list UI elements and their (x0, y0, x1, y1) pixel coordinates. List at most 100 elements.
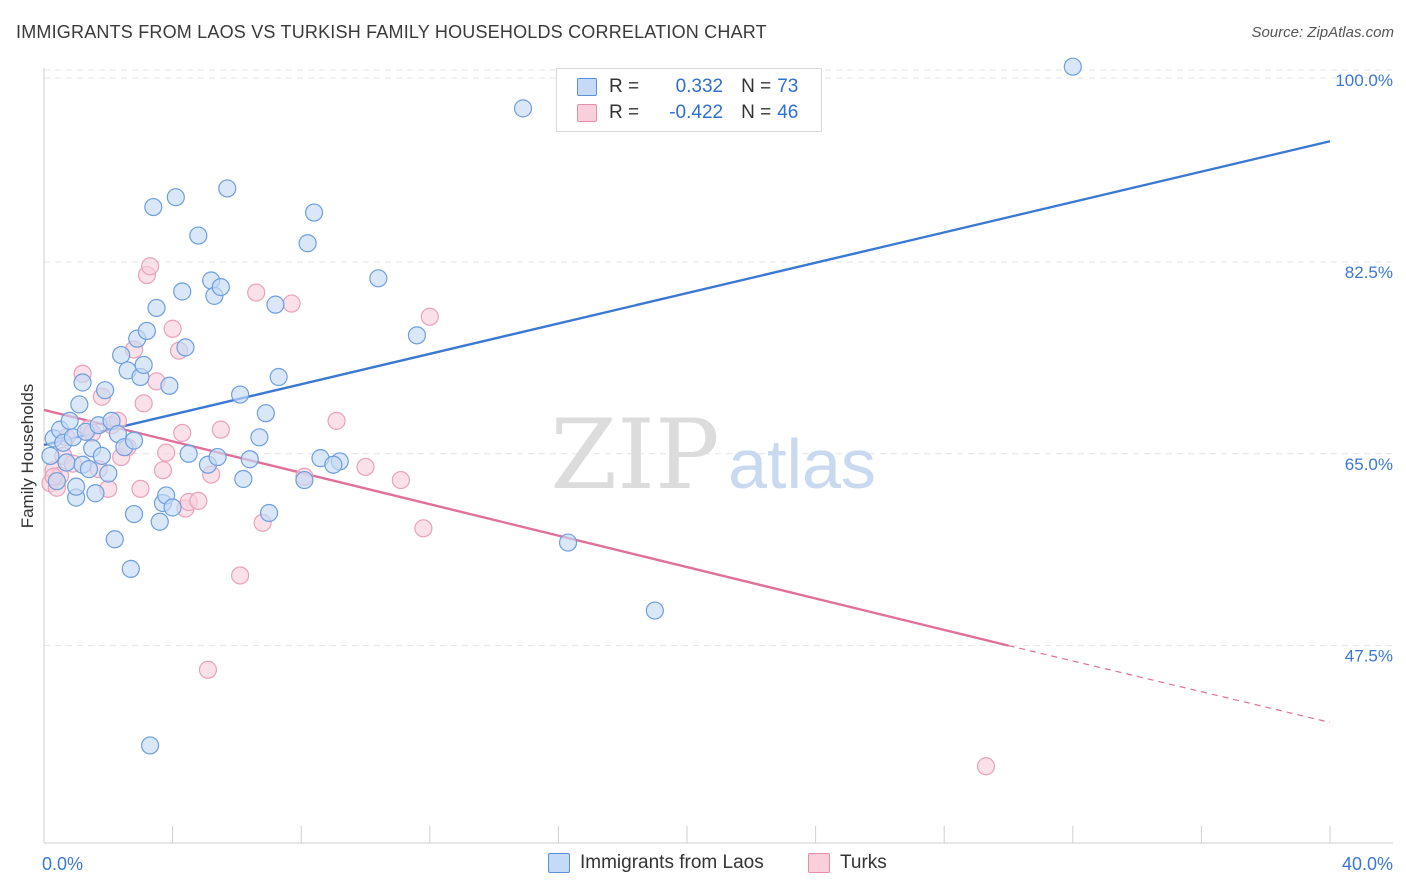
turks-point (173, 423, 192, 443)
turks-point (414, 519, 433, 538)
turks-point (247, 283, 266, 302)
laos-point (95, 381, 115, 400)
turks-point (282, 294, 301, 313)
watermark-zip: ZIP (550, 399, 719, 511)
y-tick-label: 47.5% (1345, 647, 1393, 666)
chart-title: IMMIGRANTS FROM LAOS VS TURKISH FAMILY H… (16, 22, 767, 42)
turks-point (153, 461, 173, 480)
n-label: N = (741, 76, 772, 97)
laos-point (231, 385, 250, 404)
laos-point (558, 533, 578, 552)
laos-point (124, 431, 144, 450)
laos-point (240, 450, 259, 469)
laos-point (166, 188, 185, 207)
r-label: R = (609, 102, 640, 123)
legend-item-turks[interactable]: Turks (808, 852, 887, 874)
source-credit: Source: ZipAtlas.com (1251, 24, 1394, 41)
laos-point (160, 376, 179, 395)
data-points (41, 57, 1082, 776)
turks-trend-extension (1008, 645, 1331, 723)
trend-lines (43, 140, 1331, 723)
x-tick-label-min: 0.0% (42, 854, 83, 874)
laos-point (60, 411, 79, 430)
r-value: 0.332 (675, 76, 724, 97)
laos-point (407, 326, 427, 345)
laos-point (211, 277, 230, 297)
laos-point (179, 444, 198, 463)
turks-point (356, 457, 375, 477)
laos-point (324, 455, 343, 474)
laos-point (269, 367, 288, 387)
laos-point (645, 601, 664, 620)
laos-point (256, 404, 275, 423)
turks-point (231, 566, 250, 585)
laos-point (112, 345, 131, 365)
turks-point (134, 394, 153, 413)
legend-label: Turks (840, 852, 887, 873)
laos-point (134, 355, 153, 375)
laos-point (86, 484, 105, 503)
turks-point (157, 443, 176, 462)
r-value: -0.422 (669, 102, 724, 123)
laos-point (234, 469, 253, 489)
laos-point (189, 226, 208, 245)
zipatlas-watermark: ZIP atlas (550, 399, 876, 511)
laos-point (73, 373, 92, 392)
turks-point (131, 479, 150, 498)
turks-legend-swatch-icon (808, 853, 830, 873)
tick-labels: 47.5% 65.0% 82.5% 100.0% 0.0% 40.0% (42, 71, 1393, 874)
laos-point (304, 203, 324, 222)
laos-point (144, 197, 163, 217)
laos-point (92, 446, 111, 466)
laos-point (163, 498, 182, 517)
n-value: 73 (777, 76, 799, 97)
laos-point (147, 298, 166, 318)
stats-row-laos: R = 0.332 N = 73 (577, 75, 798, 99)
laos-trend-line (43, 140, 1331, 447)
n-label: N = (741, 102, 772, 123)
laos-point (266, 295, 285, 314)
turks-point (189, 491, 208, 511)
laos-point (208, 447, 227, 467)
laos-point (298, 234, 317, 253)
stats-row-turks: R = -0.422 N = 46 (577, 101, 798, 125)
laos-point (218, 179, 237, 198)
laos-point (105, 530, 124, 549)
laos-point (121, 559, 140, 578)
laos-swatch-icon (577, 78, 597, 96)
turks-point (976, 757, 996, 776)
laos-point (259, 503, 279, 523)
y-axis-label: Family Households (18, 383, 37, 529)
n-value: 46 (777, 102, 799, 123)
laos-point (150, 512, 169, 531)
laos-point (57, 453, 76, 472)
laos-point (176, 338, 195, 357)
laos-point (1063, 57, 1082, 76)
laos-point (140, 736, 160, 755)
laos-point (47, 472, 66, 491)
laos-point (67, 477, 86, 496)
laos-point (137, 321, 156, 341)
grid-lines (44, 69, 1393, 647)
x-tick-label-max: 40.0% (1342, 854, 1393, 874)
laos-point (41, 446, 60, 466)
y-tick-label: 82.5% (1345, 263, 1393, 282)
turks-point (211, 420, 230, 439)
turks-point (163, 319, 182, 338)
laos-point (369, 269, 388, 288)
laos-legend-swatch-icon (548, 853, 570, 873)
laos-point (250, 428, 269, 447)
correlation-stats-box: R = 0.332 N = 73 R = -0.422 N = 46 (556, 68, 822, 132)
y-tick-label: 100.0% (1335, 71, 1393, 90)
turks-point (420, 307, 439, 326)
laos-point (70, 395, 89, 414)
turks-point (198, 660, 218, 679)
laos-point (79, 460, 99, 479)
r-label: R = (609, 76, 640, 97)
laos-point (124, 504, 144, 524)
legend-item-laos[interactable]: Immigrants from Laos (548, 852, 764, 874)
turks-point (327, 411, 346, 430)
laos-point (173, 282, 192, 301)
turks-trend-line (43, 408, 1009, 647)
